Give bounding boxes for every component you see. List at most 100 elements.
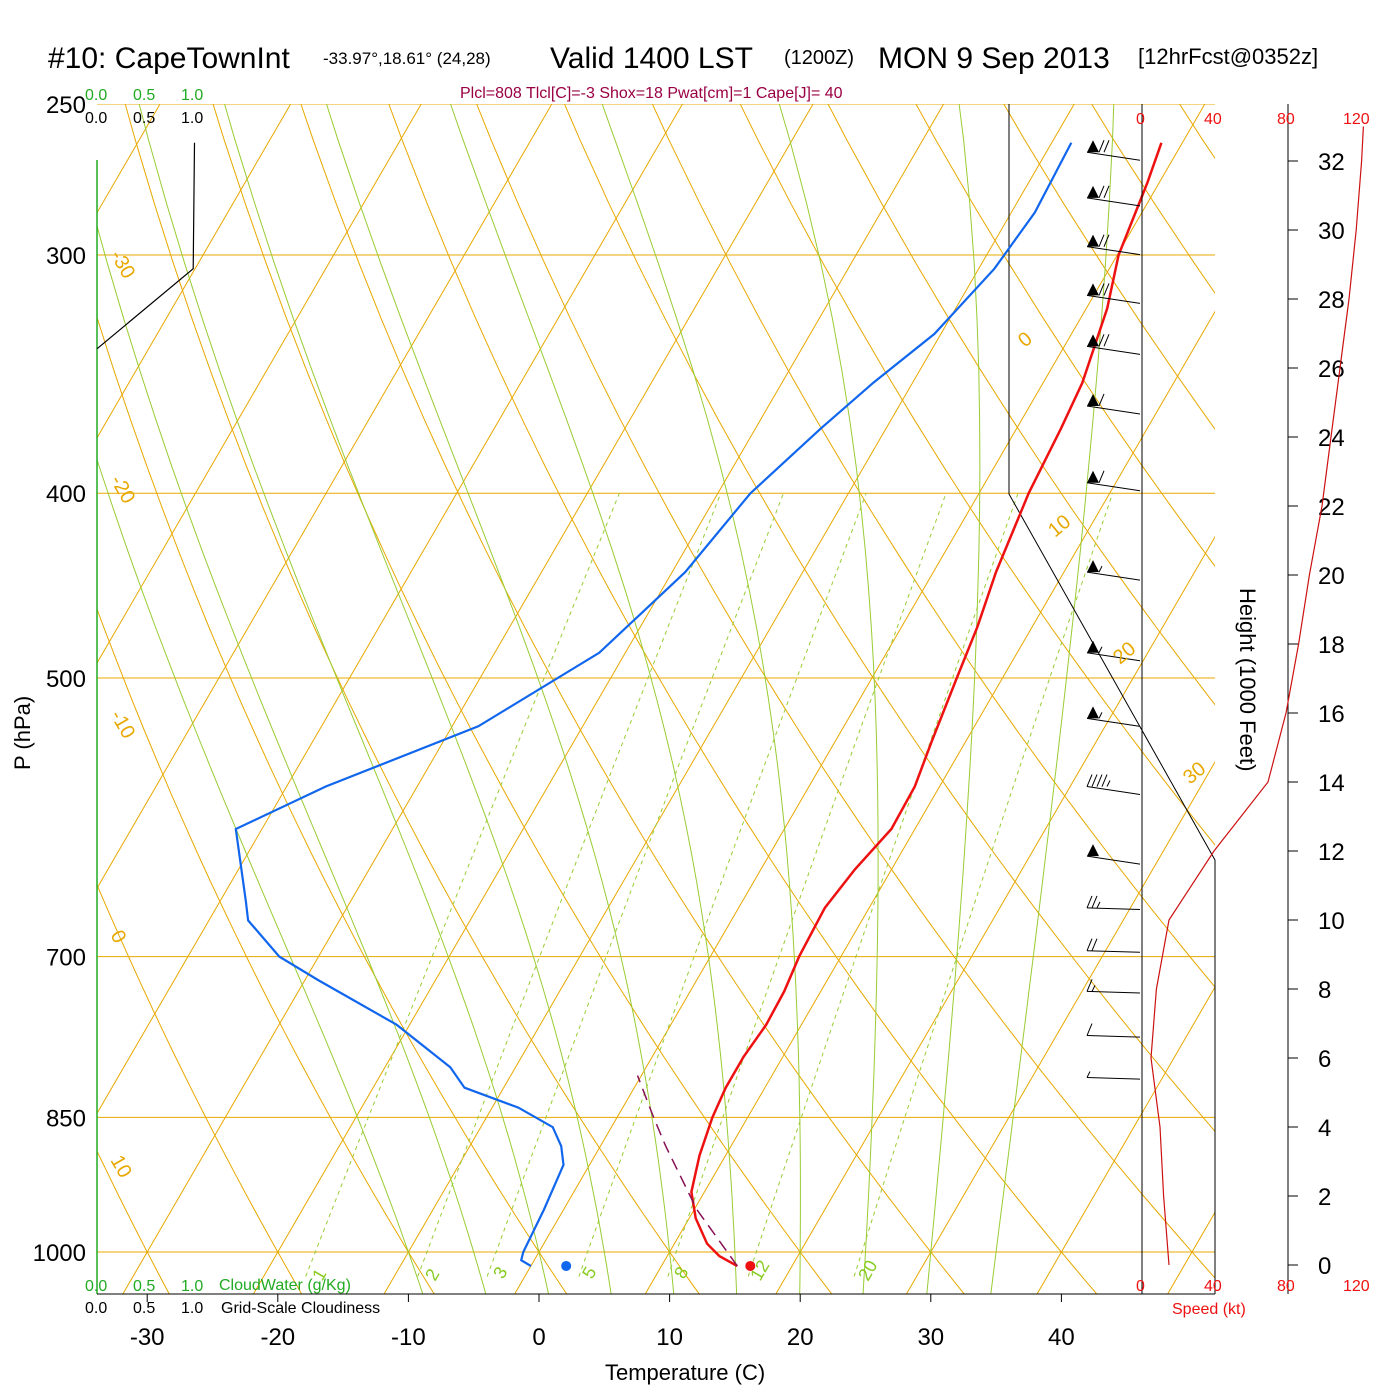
cloudiness-tick-bottom-1: 0.5 bbox=[133, 1300, 155, 1317]
cloudwater-tick-bottom-2: 1.0 bbox=[181, 1278, 203, 1295]
height-tick-label: 20 bbox=[1318, 563, 1345, 590]
dry-adiabat-line bbox=[827, 104, 1215, 706]
temperature-tick-label: -10 bbox=[391, 1324, 426, 1351]
dry-adiabat-line bbox=[1331, 70, 1400, 1316]
mixing-ratio-line bbox=[486, 493, 784, 1277]
wind-barb bbox=[1086, 560, 1141, 581]
dry-adiabat-line bbox=[1178, 104, 1215, 160]
isotherm-line bbox=[97, 104, 292, 439]
y-axis-label: P (hPa) bbox=[10, 696, 35, 770]
parcel-line bbox=[636, 1075, 738, 1267]
dry-adiabat-line bbox=[97, 883, 303, 1294]
cloud-legend-bottom: 0.0 0.5 1.0 CloudWater (g/Kg) 0.0 0.5 1.… bbox=[85, 1277, 380, 1317]
wind-barb-staff bbox=[1086, 151, 1141, 161]
dry-adiabat-line bbox=[97, 607, 435, 1294]
temperature-line bbox=[690, 142, 1163, 1268]
mixing-ratio-label: 5 bbox=[578, 1263, 600, 1282]
utc-time: (1200Z) bbox=[784, 47, 854, 69]
wind-barb-staff bbox=[1086, 405, 1141, 415]
isotherm-label: 0 bbox=[1014, 328, 1037, 352]
station-coords: -33.97°,18.61° (24,28) bbox=[323, 49, 491, 68]
cloudwater-tick-bottom-0: 0.0 bbox=[85, 1278, 107, 1295]
surface-dewpoint-point bbox=[561, 1260, 572, 1271]
dry-adiabat-line bbox=[97, 1149, 170, 1294]
moist-adiabat-line bbox=[926, 104, 981, 1294]
isotherm-line bbox=[97, 104, 553, 890]
wind-barb-pennant bbox=[1087, 640, 1099, 653]
height-tick-label: 18 bbox=[1318, 632, 1345, 659]
mixing-ratio-line bbox=[578, 493, 867, 1277]
wind-barb bbox=[1086, 895, 1141, 911]
isotherm-line bbox=[0, 70, 49, 1316]
cloudwater-tick-top-1: 0.5 bbox=[133, 87, 155, 104]
wind-barb-pennant bbox=[1087, 844, 1099, 857]
speed-tick-top-2: 80 bbox=[1277, 111, 1295, 128]
wind-barb-feather bbox=[1098, 283, 1105, 296]
pressure-tick-label: 1000 bbox=[33, 1240, 86, 1267]
wind-barb bbox=[1086, 470, 1141, 492]
pressure-tick-label: 400 bbox=[46, 481, 86, 508]
isotherm-line bbox=[1036, 986, 1215, 1294]
wind-barb bbox=[1086, 706, 1141, 727]
wind-barb-feather bbox=[1098, 334, 1105, 347]
isotherm-label: 0 bbox=[106, 927, 131, 948]
thermo-grid bbox=[0, 70, 1400, 1316]
mixing-ratio-label: 12 bbox=[746, 1257, 773, 1284]
pressure-tick-label: 250 bbox=[46, 92, 86, 119]
wind-barb-staff bbox=[1086, 907, 1141, 911]
temperature-tick-label: 20 bbox=[787, 1324, 814, 1351]
wind-barb-pennant bbox=[1087, 283, 1099, 296]
dry-adiabat-line bbox=[563, 104, 1215, 1133]
dry-adiabat-line bbox=[739, 104, 1215, 846]
moist-adiabat-line bbox=[778, 104, 879, 1294]
isotherm-line bbox=[97, 104, 422, 665]
wind-barb-half-feather bbox=[1098, 646, 1103, 654]
wind-barb-staff bbox=[1086, 345, 1141, 355]
wind-barb-staff bbox=[1086, 950, 1141, 953]
cloudiness-tick-bottom-0: 0.0 bbox=[85, 1300, 107, 1317]
wind-barb-feather bbox=[1086, 979, 1093, 992]
wind-barb bbox=[1086, 640, 1141, 662]
wind-barb-feather bbox=[1086, 938, 1093, 951]
wind-barb-pennant bbox=[1087, 706, 1099, 719]
dry-adiabat-line bbox=[1003, 104, 1215, 430]
wind-barb-pennant bbox=[1087, 185, 1099, 198]
temperature-tick-label: -30 bbox=[130, 1324, 165, 1351]
wind-barb-staff bbox=[1086, 855, 1141, 865]
wind-barb-staff bbox=[1086, 197, 1141, 207]
height-tick-label: 30 bbox=[1318, 218, 1345, 245]
wind-barbs bbox=[1086, 140, 1141, 1080]
wind-barb bbox=[1086, 283, 1141, 304]
wind-barb-staff bbox=[1086, 990, 1141, 994]
wind-barb-feather bbox=[1091, 938, 1098, 951]
wind-barb-staff bbox=[1086, 1077, 1141, 1080]
wind-barb-staff bbox=[1086, 294, 1141, 304]
dewpoint-line bbox=[234, 142, 1073, 1267]
isotherm-line bbox=[252, 104, 945, 1294]
valid-date: MON 9 Sep 2013 bbox=[878, 42, 1110, 75]
cloudiness-profile-line bbox=[96, 142, 196, 350]
wind-barb-feather bbox=[1103, 234, 1110, 247]
wind-barb-feather bbox=[1101, 774, 1108, 787]
temperature-tick-label: 10 bbox=[656, 1324, 683, 1351]
wind-barb-staff bbox=[1086, 246, 1141, 256]
height-tick-label: 10 bbox=[1318, 908, 1345, 935]
temperature-tick-label: 40 bbox=[1048, 1324, 1075, 1351]
wind-barb-staff bbox=[1086, 1035, 1141, 1038]
moist-adiabat-line bbox=[97, 458, 424, 1294]
wind-barb bbox=[1086, 774, 1141, 795]
temperature-tick-label: 30 bbox=[917, 1324, 944, 1351]
wind-barb-pennant bbox=[1087, 140, 1099, 153]
isotherm-line bbox=[775, 535, 1215, 1294]
mixing-ratio-line bbox=[667, 493, 947, 1277]
cloudiness-tick-top-1: 0.5 bbox=[133, 110, 155, 127]
wind-barb-half-feather bbox=[1106, 780, 1111, 787]
wind-barb-feather bbox=[1091, 774, 1098, 787]
wind-barb-feather bbox=[1098, 234, 1105, 247]
wind-barb-half-feather bbox=[1098, 712, 1103, 719]
cloudwater-tick-top-2: 1.0 bbox=[181, 87, 203, 104]
isotherm-line bbox=[1167, 1211, 1215, 1294]
dry-adiabat-line bbox=[388, 104, 1098, 1294]
mixing-ratio-line bbox=[747, 493, 1019, 1277]
